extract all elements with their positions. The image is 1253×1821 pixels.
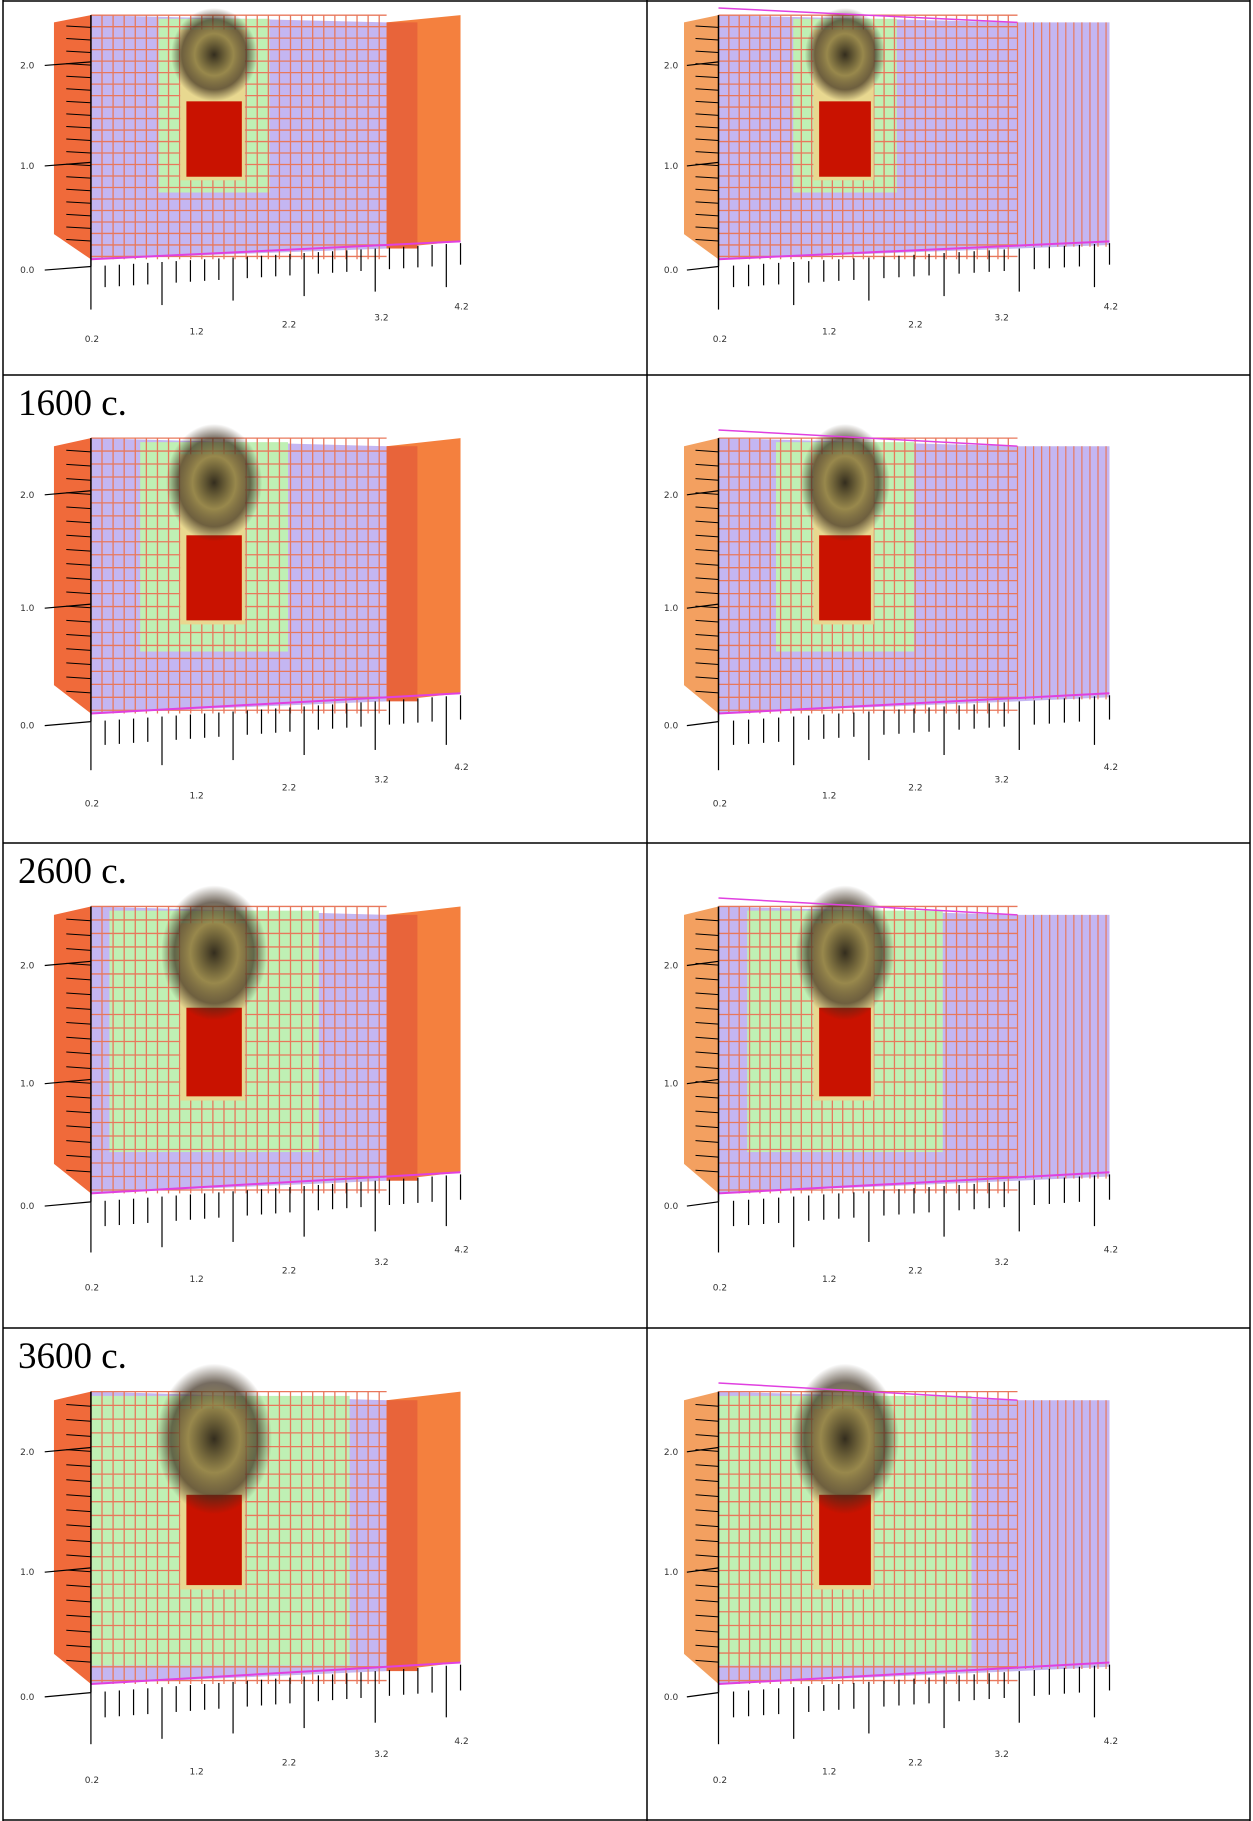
fire <box>186 535 241 620</box>
x-tick-label: 0.2 <box>713 1776 727 1786</box>
y-tick-label: 1.0 <box>20 1080 35 1090</box>
figure-table: 0.0 1.0 2.0 0.2 1.2 2.2 3.2 4.2 0.0 1.0 2.0 0.2 1.2 2… <box>0 0 1253 1821</box>
y-tick-label: 0.0 <box>664 1202 679 1212</box>
x-tick-label: 1.2 <box>189 328 203 338</box>
x-tick-label: 1.2 <box>189 1767 203 1777</box>
x-tick-label: 4.2 <box>454 1737 468 1747</box>
y-tick-label: 1.0 <box>20 604 35 614</box>
fire <box>819 101 871 176</box>
x-tick-label: 1.2 <box>189 1275 203 1285</box>
smoke <box>805 8 886 101</box>
y-tick-label: 1.0 <box>664 162 679 172</box>
y-tick-label: 2.0 <box>20 491 35 501</box>
x-tick-label: 2.2 <box>908 1759 922 1769</box>
x-tick-label: 3.2 <box>374 1750 388 1760</box>
fire <box>186 101 241 176</box>
y-tick <box>45 266 91 270</box>
y-tick-label: 0.0 <box>20 722 35 732</box>
right-wall-edge <box>387 22 418 248</box>
right-wall-edge <box>387 1400 418 1671</box>
x-tick-label: 0.2 <box>85 800 99 810</box>
time-label: 1600 c. <box>18 383 127 424</box>
y-tick-label: 2.0 <box>664 61 679 71</box>
x-tick-label: 4.2 <box>454 1245 468 1255</box>
time-label: 2600 c. <box>18 851 127 892</box>
y-tick-label: 1.0 <box>20 1568 35 1578</box>
x-tick-label: 0.2 <box>713 335 727 345</box>
y-tick-label: 1.0 <box>20 162 35 172</box>
fire <box>186 1008 241 1097</box>
y-tick <box>687 1202 719 1206</box>
x-tick-label: 1.2 <box>822 1767 836 1777</box>
x-tick-label: 3.2 <box>374 1258 388 1268</box>
x-tick-label: 3.2 <box>374 775 388 785</box>
x-tick-label: 0.2 <box>713 1283 727 1293</box>
y-tick-label: 2.0 <box>664 491 679 501</box>
x-tick-label: 3.2 <box>995 1750 1009 1760</box>
x-tick-label: 3.2 <box>374 313 388 323</box>
y-tick-label: 2.0 <box>664 962 679 972</box>
x-tick-label: 0.2 <box>85 335 99 345</box>
y-tick-label: 2.0 <box>20 1448 35 1458</box>
right-wall-edge <box>387 446 418 701</box>
x-tick-label: 1.2 <box>189 792 203 802</box>
y-tick <box>687 1693 719 1697</box>
x-tick-label: 4.2 <box>454 763 468 773</box>
smoke <box>800 424 890 541</box>
time-label: 3600 c. <box>18 1336 127 1377</box>
x-tick-label: 2.2 <box>282 321 296 331</box>
y-tick-label: 0.0 <box>20 1693 35 1703</box>
y-tick-label: 2.0 <box>20 962 35 972</box>
x-tick-label: 0.2 <box>713 800 727 810</box>
smoke <box>166 424 262 541</box>
x-tick-label: 4.2 <box>1104 1245 1118 1255</box>
y-tick-label: 0.0 <box>664 266 679 276</box>
fire <box>819 1008 871 1097</box>
smoke <box>161 885 267 1020</box>
right-wall <box>1018 446 1110 701</box>
x-tick-label: 4.2 <box>1104 763 1118 773</box>
y-tick-label: 0.0 <box>20 266 35 276</box>
y-tick <box>45 722 91 726</box>
smoke <box>156 1364 272 1515</box>
y-tick <box>45 1202 91 1206</box>
x-tick-label: 3.2 <box>995 313 1009 323</box>
page: 0.0 1.0 2.0 0.2 1.2 2.2 3.2 4.2 0.0 1.0 2.0 0.2 1.2 2… <box>0 0 1253 1821</box>
y-tick <box>45 1693 91 1697</box>
x-tick-label: 0.2 <box>85 1776 99 1786</box>
y-tick-label: 2.0 <box>20 61 35 71</box>
x-tick-label: 1.2 <box>822 1275 836 1285</box>
y-tick-label: 0.0 <box>664 1693 679 1703</box>
x-tick-label: 3.2 <box>995 1258 1009 1268</box>
y-tick-label: 1.0 <box>664 1080 679 1090</box>
y-tick-label: 0.0 <box>664 722 679 732</box>
x-tick-label: 2.2 <box>908 1267 922 1277</box>
x-tick-label: 2.2 <box>282 1759 296 1769</box>
y-tick-label: 1.0 <box>664 1568 679 1578</box>
right-wall <box>1018 22 1110 248</box>
x-tick-label: 2.2 <box>282 1267 296 1277</box>
x-tick-label: 3.2 <box>995 775 1009 785</box>
x-tick-label: 4.2 <box>1104 1737 1118 1747</box>
y-tick-label: 2.0 <box>664 1448 679 1458</box>
smoke <box>171 8 257 101</box>
fire <box>819 535 871 620</box>
y-tick-label: 0.0 <box>20 1202 35 1212</box>
right-wall-edge <box>387 915 418 1181</box>
right-wall <box>1018 1400 1110 1671</box>
x-tick-label: 2.2 <box>908 783 922 793</box>
x-tick-label: 2.2 <box>282 783 296 793</box>
y-tick-label: 1.0 <box>664 604 679 614</box>
x-tick-label: 1.2 <box>822 328 836 338</box>
x-tick-label: 4.2 <box>1104 303 1118 313</box>
x-tick-label: 4.2 <box>454 303 468 313</box>
y-tick <box>687 266 719 270</box>
right-wall <box>1018 915 1110 1181</box>
x-tick-label: 0.2 <box>85 1283 99 1293</box>
smoke <box>791 1364 899 1515</box>
x-tick-label: 2.2 <box>908 321 922 331</box>
x-tick-label: 1.2 <box>822 792 836 802</box>
y-tick <box>687 722 719 726</box>
